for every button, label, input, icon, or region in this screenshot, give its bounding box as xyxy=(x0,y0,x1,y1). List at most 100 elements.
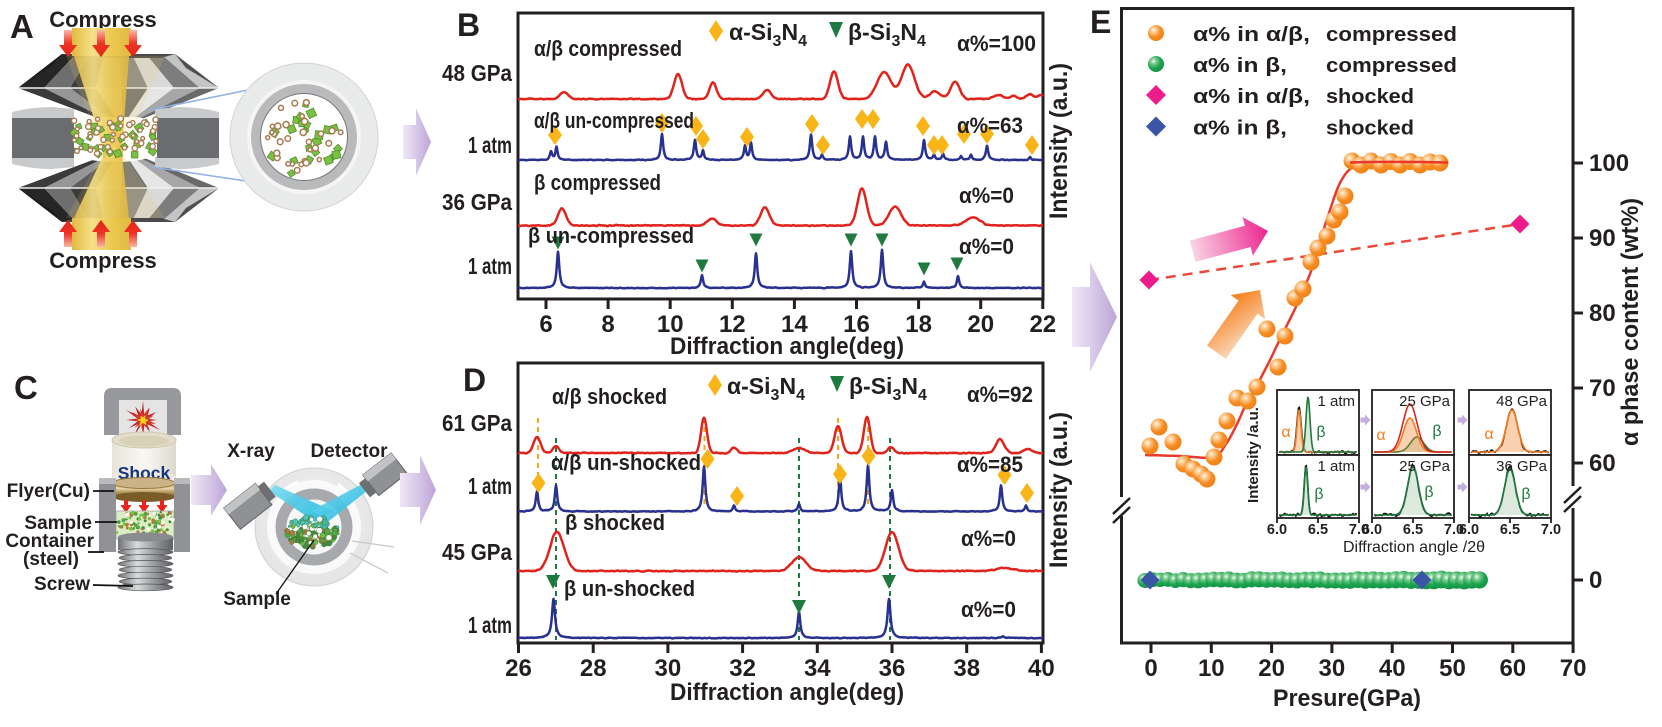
svg-text:α phase content (wt%): α phase content (wt%) xyxy=(1617,198,1644,446)
svg-text:48 GPa: 48 GPa xyxy=(442,60,512,86)
svg-text:45 GPa: 45 GPa xyxy=(442,539,512,565)
svg-text:50: 50 xyxy=(1439,655,1466,682)
svg-text:32: 32 xyxy=(729,655,756,682)
svg-text:α/β shocked: α/β shocked xyxy=(552,384,667,409)
svg-text:6.5: 6.5 xyxy=(1500,522,1520,538)
svg-text:Intensity /a.u.: Intensity /a.u. xyxy=(1245,407,1262,503)
svg-text:40: 40 xyxy=(1028,655,1055,682)
svg-text:α%=100: α%=100 xyxy=(957,31,1036,56)
svg-text:α% in β,: α% in β, xyxy=(1193,118,1287,140)
svg-text:α%=85: α%=85 xyxy=(957,452,1023,477)
svg-text:E: E xyxy=(1090,4,1111,40)
svg-text:α%=0: α%=0 xyxy=(959,234,1014,259)
svg-text:30: 30 xyxy=(655,655,682,682)
svg-text:26: 26 xyxy=(505,655,532,682)
svg-text:20: 20 xyxy=(1258,655,1285,682)
svg-text:Diffraction angle(deg): Diffraction angle(deg) xyxy=(670,333,904,360)
svg-text:X-ray: X-ray xyxy=(227,441,275,462)
svg-text:α%=63: α%=63 xyxy=(957,113,1023,138)
svg-text:α%=0: α%=0 xyxy=(961,526,1016,551)
svg-text:Diffraction angle(deg): Diffraction angle(deg) xyxy=(670,679,904,706)
svg-text:α: α xyxy=(1281,424,1290,441)
svg-text:D: D xyxy=(463,362,486,398)
svg-text:A: A xyxy=(10,8,34,45)
svg-text:1 atm: 1 atm xyxy=(1317,458,1355,475)
svg-text:36 GPa: 36 GPa xyxy=(442,189,512,215)
svg-text:6.0: 6.0 xyxy=(1267,522,1287,538)
svg-text:48 GPa: 48 GPa xyxy=(1496,393,1548,410)
svg-text:1 atm: 1 atm xyxy=(468,253,512,279)
svg-text:90: 90 xyxy=(1589,225,1616,252)
svg-text:β: β xyxy=(1424,484,1433,501)
svg-text:6.5: 6.5 xyxy=(1308,522,1328,538)
svg-text:α-Si3N4: α-Si3N4 xyxy=(729,19,807,50)
svg-text:Intensity (a.u.): Intensity (a.u.) xyxy=(1045,412,1073,568)
svg-text:compressed: compressed xyxy=(1326,24,1457,46)
svg-text:α% in β,: α% in β, xyxy=(1193,55,1287,77)
svg-text:α%=0: α%=0 xyxy=(959,183,1014,208)
svg-text:C: C xyxy=(14,369,38,406)
svg-text:7.0: 7.0 xyxy=(1349,522,1369,538)
svg-text:80: 80 xyxy=(1589,300,1616,327)
svg-text:34: 34 xyxy=(804,655,831,682)
svg-text:β-Si3N4: β-Si3N4 xyxy=(848,19,926,50)
svg-text:7.0: 7.0 xyxy=(1541,522,1561,538)
svg-text:Diffraction angle /2θ: Diffraction angle /2θ xyxy=(1343,539,1485,556)
svg-text:12: 12 xyxy=(719,311,746,338)
svg-text:8: 8 xyxy=(601,311,614,338)
svg-text:14: 14 xyxy=(781,311,808,338)
svg-text:α: α xyxy=(1484,426,1493,443)
svg-text:18: 18 xyxy=(905,311,932,338)
svg-text:6.5: 6.5 xyxy=(1403,522,1423,538)
svg-text:38: 38 xyxy=(953,655,980,682)
svg-text:α% in α/β,: α% in α/β, xyxy=(1193,24,1310,46)
svg-text:Compress: Compress xyxy=(49,7,157,32)
svg-text:36 GPa: 36 GPa xyxy=(1496,458,1548,475)
svg-text:shocked: shocked xyxy=(1326,118,1414,140)
svg-text:1 atm: 1 atm xyxy=(1317,393,1355,410)
svg-text:10: 10 xyxy=(1198,655,1225,682)
svg-text:shocked: shocked xyxy=(1326,86,1414,108)
svg-text:70: 70 xyxy=(1560,655,1587,682)
svg-text:100: 100 xyxy=(1589,150,1629,177)
svg-text:Detector: Detector xyxy=(310,441,388,462)
svg-text:Sample: Sample xyxy=(24,513,92,534)
svg-text:α/β un-shocked: α/β un-shocked xyxy=(551,450,701,475)
svg-text:25 GPa: 25 GPa xyxy=(1399,458,1451,475)
svg-text:(steel): (steel) xyxy=(23,549,79,570)
svg-text:Screw: Screw xyxy=(34,574,90,595)
svg-text:16: 16 xyxy=(843,311,870,338)
svg-text:β-Si3N4: β-Si3N4 xyxy=(849,373,927,404)
svg-text:6.0: 6.0 xyxy=(1362,522,1382,538)
svg-text:Compress: Compress xyxy=(49,248,157,273)
svg-text:36: 36 xyxy=(879,655,906,682)
svg-text:Intensity (a.u.): Intensity (a.u.) xyxy=(1045,63,1073,219)
svg-text:61 GPa: 61 GPa xyxy=(442,410,512,436)
svg-text:β: β xyxy=(1521,486,1530,503)
svg-text:Sample: Sample xyxy=(223,589,291,610)
svg-text:β shocked: β shocked xyxy=(565,510,665,535)
svg-text:22: 22 xyxy=(1029,311,1056,338)
svg-text:40: 40 xyxy=(1379,655,1406,682)
svg-text:β: β xyxy=(1432,423,1441,440)
svg-text:1 atm: 1 atm xyxy=(468,612,512,638)
svg-text:0: 0 xyxy=(1589,567,1602,594)
svg-text:β compressed: β compressed xyxy=(534,170,661,195)
svg-text:1 atm: 1 atm xyxy=(468,132,512,158)
svg-text:α: α xyxy=(1376,427,1385,444)
svg-text:α% in α/β,: α% in α/β, xyxy=(1193,86,1310,108)
svg-text:α%=0: α%=0 xyxy=(961,597,1016,622)
svg-text:Flyer(Cu): Flyer(Cu) xyxy=(7,481,90,502)
svg-text:B: B xyxy=(457,7,480,43)
svg-text:0: 0 xyxy=(1144,655,1157,682)
svg-text:70: 70 xyxy=(1589,375,1616,402)
svg-text:β: β xyxy=(1314,486,1323,503)
svg-text:20: 20 xyxy=(967,311,994,338)
svg-text:10: 10 xyxy=(657,311,684,338)
svg-text:compressed: compressed xyxy=(1326,55,1457,77)
svg-text:30: 30 xyxy=(1319,655,1346,682)
svg-text:6: 6 xyxy=(539,311,552,338)
svg-text:β un-compressed: β un-compressed xyxy=(528,223,694,248)
svg-text:β: β xyxy=(1316,424,1325,441)
svg-text:25 GPa: 25 GPa xyxy=(1399,393,1451,410)
